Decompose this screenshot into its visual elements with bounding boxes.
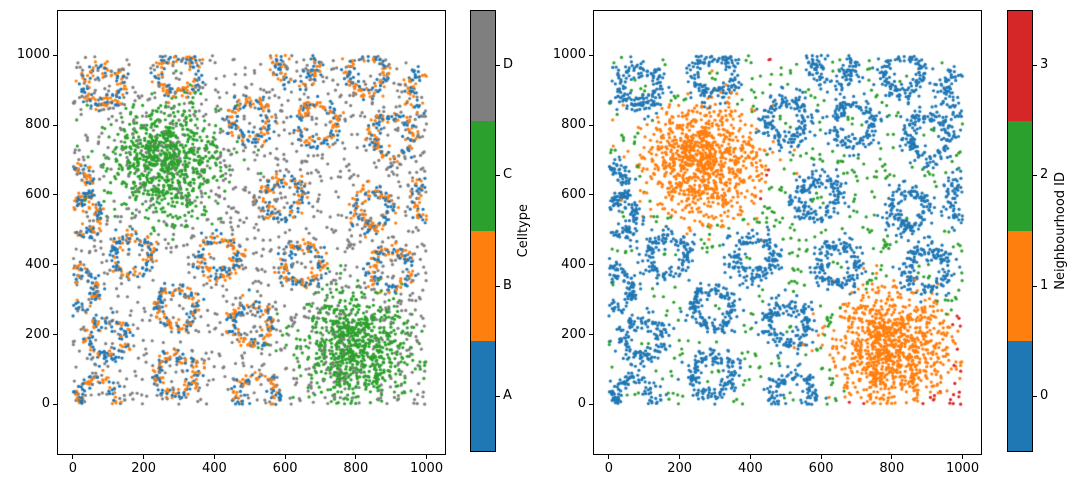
colorbar-celltype <box>470 10 496 452</box>
x-tick-mark <box>820 455 822 459</box>
y-tick-mark <box>589 54 593 56</box>
colorbar-tick-mark <box>496 175 500 177</box>
x-tick-label: 600 <box>808 461 834 476</box>
y-tick-mark <box>53 54 57 56</box>
colorbar-tick-label: 1 <box>1040 277 1049 293</box>
y-tick-mark <box>589 334 593 336</box>
colorbar-tick-mark <box>1033 285 1037 287</box>
x-tick-label: 200 <box>131 461 157 476</box>
colorbar-tick-label: A <box>503 388 512 404</box>
y-tick-label: 800 <box>25 117 50 133</box>
y-tick-mark <box>53 334 57 336</box>
y-tick-mark <box>589 264 593 266</box>
x-tick-label: 200 <box>667 461 693 476</box>
colorbar-tick-label: D <box>503 56 514 72</box>
y-tick-mark <box>589 403 593 405</box>
x-tick-label: 600 <box>272 461 298 476</box>
colorbar-tick-mark <box>1033 396 1037 398</box>
y-tick-mark <box>589 194 593 196</box>
x-tick-label: 400 <box>737 461 763 476</box>
y-tick-label: 0 <box>41 396 50 412</box>
y-tick-mark <box>53 403 57 405</box>
y-tick-label: 400 <box>25 256 50 272</box>
y-tick-label: 200 <box>25 326 50 342</box>
y-tick-label: 200 <box>561 326 586 342</box>
colorbar-neighbourhood <box>1007 10 1033 452</box>
colorbar-label-celltype: Celltype <box>515 204 531 258</box>
x-tick-mark <box>962 455 964 459</box>
x-tick-mark <box>608 455 610 459</box>
y-tick-label: 600 <box>561 186 586 202</box>
y-tick-label: 800 <box>561 117 586 133</box>
colorbar-segment-D <box>471 11 495 121</box>
colorbar-segment-B <box>471 231 495 341</box>
x-tick-label: 400 <box>201 461 227 476</box>
colorbar-segment-C <box>471 121 495 231</box>
colorbar-tick-mark <box>1033 64 1037 66</box>
y-tick-label: 1000 <box>552 47 586 63</box>
colorbar-segment-3 <box>1008 11 1032 121</box>
x-tick-mark <box>284 455 286 459</box>
colorbar-tick-label: 2 <box>1040 167 1049 183</box>
x-tick-mark <box>355 455 357 459</box>
x-tick-label: 1000 <box>946 461 980 476</box>
x-tick-label: 1000 <box>410 461 444 476</box>
colorbar-tick-label: 3 <box>1040 56 1049 72</box>
y-tick-mark <box>53 264 57 266</box>
x-tick-mark <box>143 455 145 459</box>
x-tick-mark <box>72 455 74 459</box>
colorbar-tick-label: B <box>503 277 512 293</box>
x-tick-mark <box>213 455 215 459</box>
plot-area-celltype <box>57 10 446 455</box>
x-tick-mark <box>749 455 751 459</box>
y-tick-mark <box>53 194 57 196</box>
y-tick-mark <box>53 124 57 126</box>
x-tick-label: 800 <box>879 461 905 476</box>
x-tick-mark <box>891 455 893 459</box>
x-tick-mark <box>679 455 681 459</box>
y-tick-label: 0 <box>577 396 586 412</box>
y-tick-label: 1000 <box>16 47 50 63</box>
x-tick-label: 0 <box>604 461 614 476</box>
colorbar-tick-mark <box>496 64 500 66</box>
colorbar-tick-label: C <box>503 167 513 183</box>
y-tick-label: 600 <box>25 186 50 202</box>
colorbar-segment-1 <box>1008 231 1032 341</box>
colorbar-tick-mark <box>496 396 500 398</box>
colorbar-segment-2 <box>1008 121 1032 231</box>
x-tick-label: 800 <box>343 461 369 476</box>
y-tick-mark <box>589 124 593 126</box>
colorbar-segment-0 <box>1008 341 1032 451</box>
colorbar-tick-mark <box>496 285 500 287</box>
colorbar-segment-A <box>471 341 495 451</box>
x-tick-mark <box>426 455 428 459</box>
plot-area-neighbourhood <box>593 10 982 455</box>
colorbar-tick-label: 0 <box>1040 388 1049 404</box>
colorbar-label-neighbourhood: Neighbourhood ID <box>1052 172 1068 290</box>
x-tick-label: 0 <box>68 461 78 476</box>
y-tick-label: 400 <box>561 256 586 272</box>
colorbar-tick-mark <box>1033 175 1037 177</box>
